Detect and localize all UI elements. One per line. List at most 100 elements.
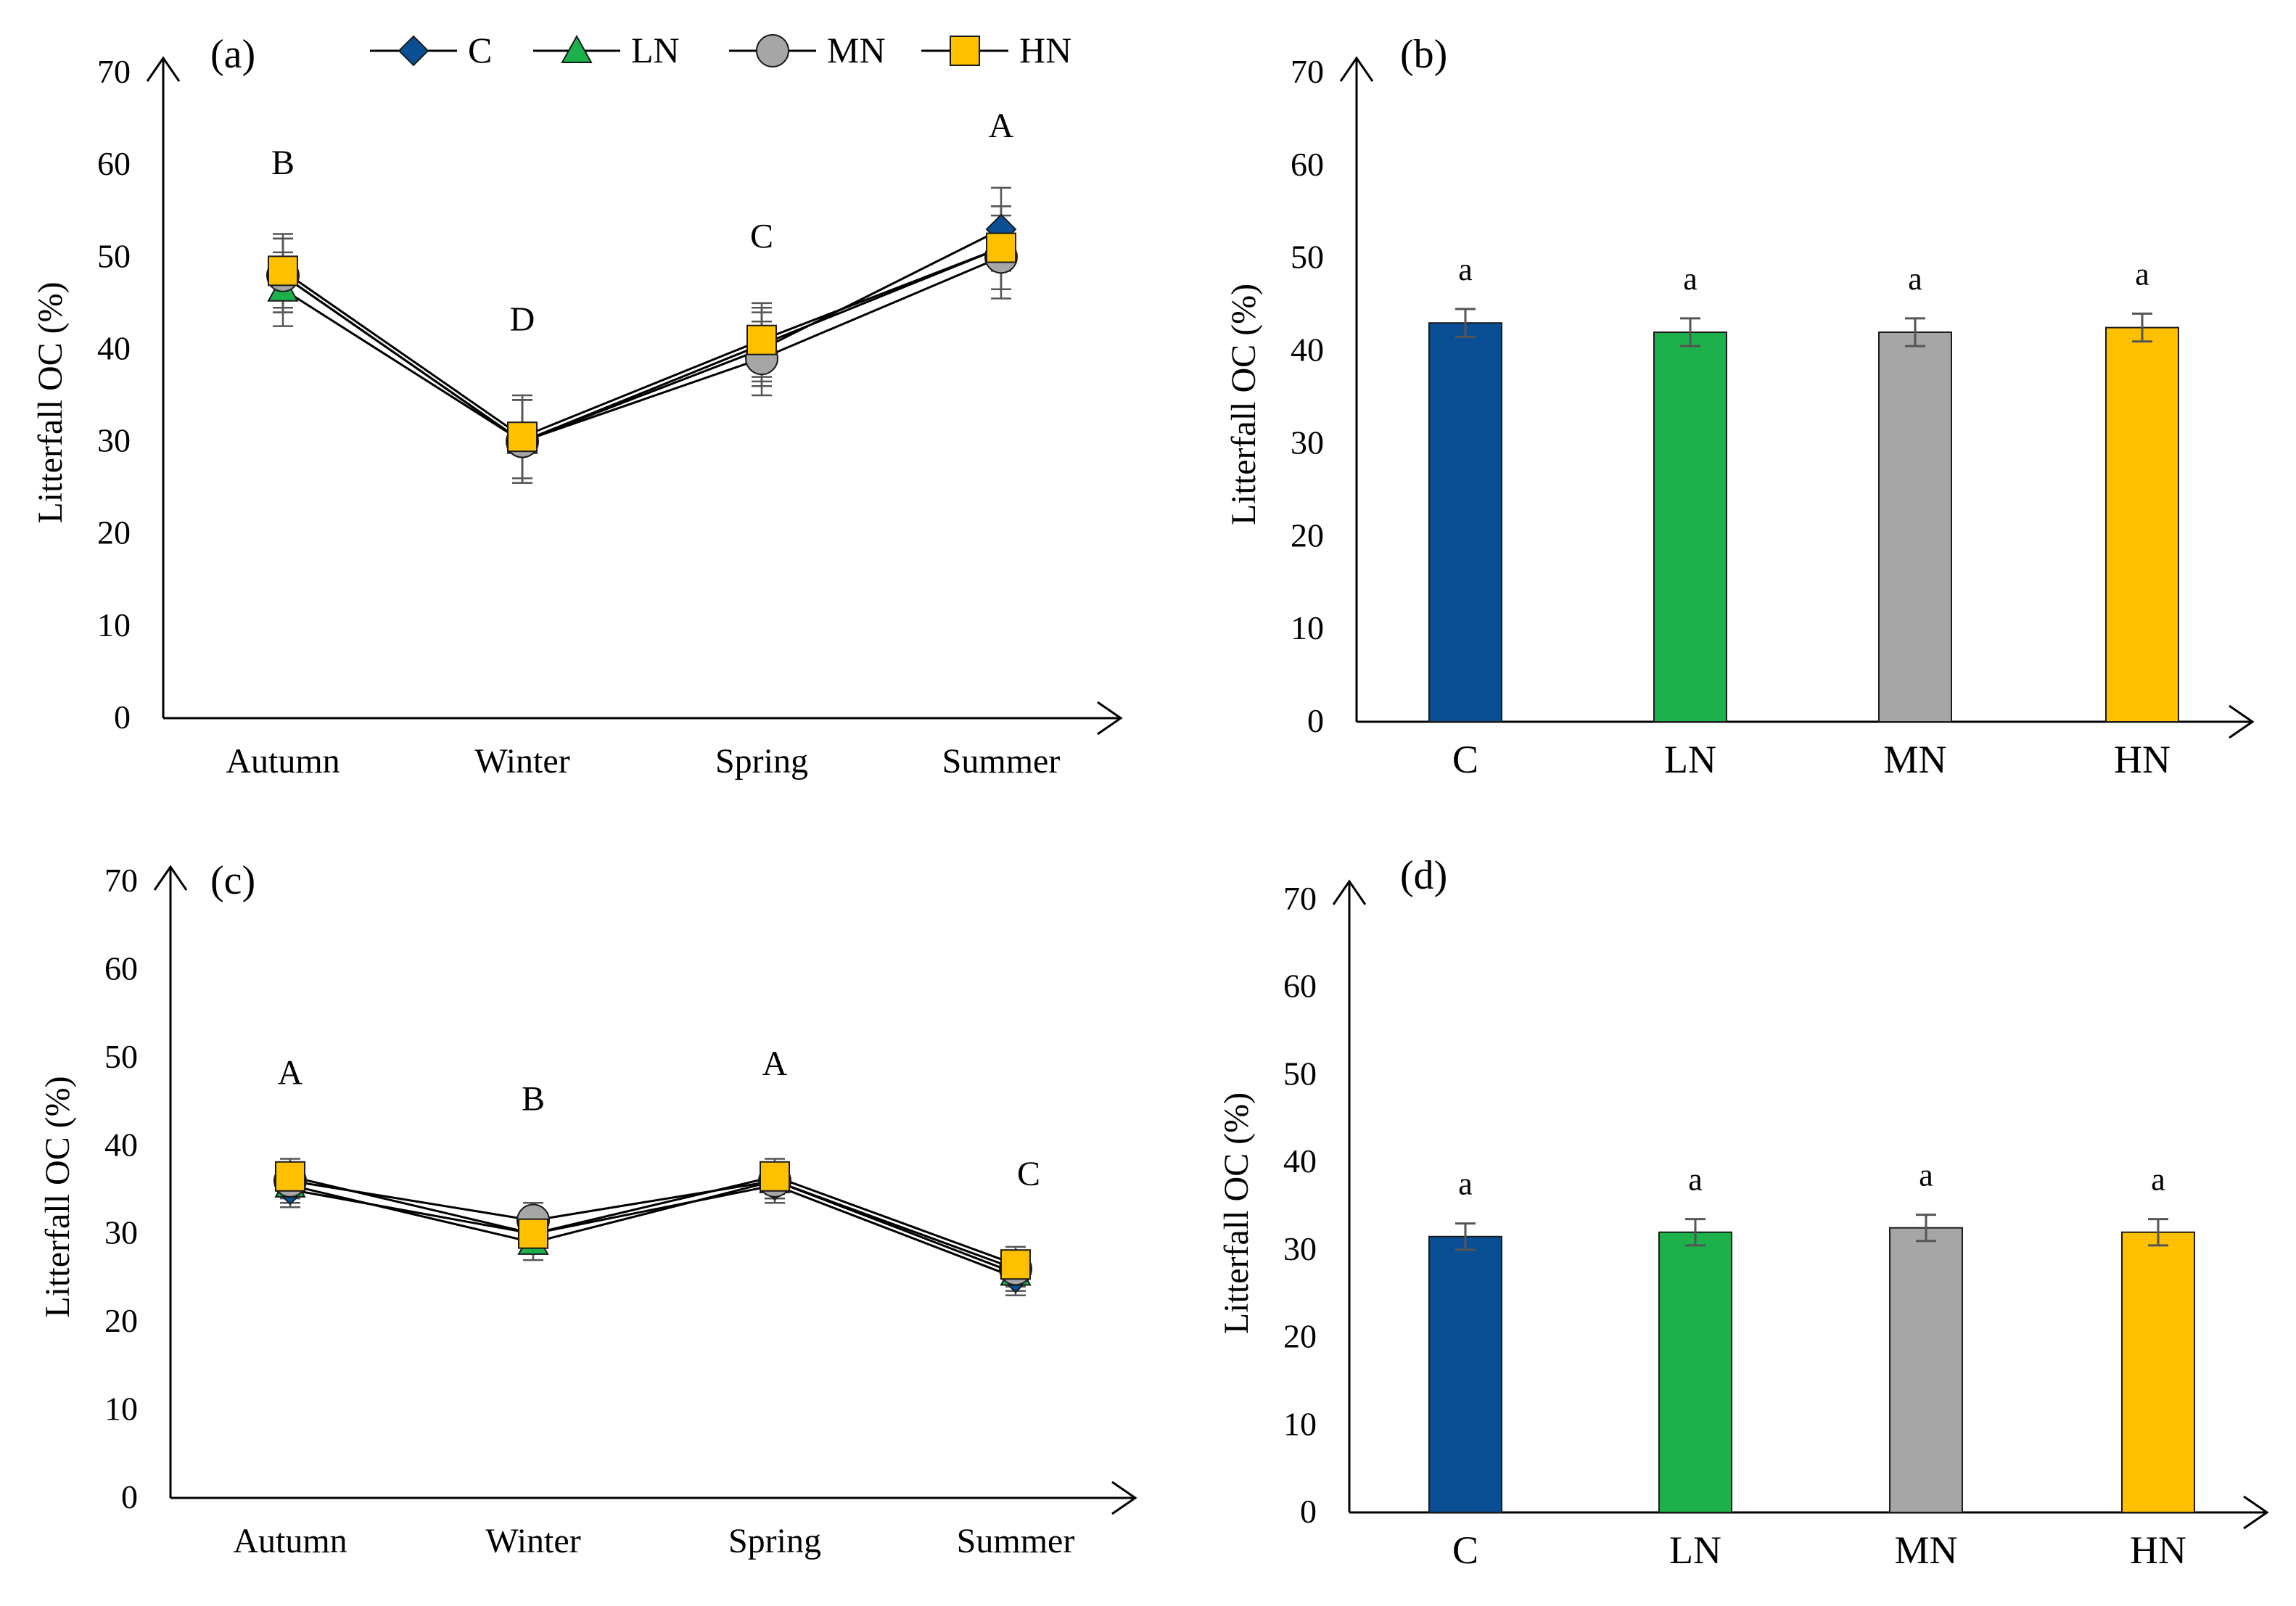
- series-line-LN: [282, 247, 1002, 443]
- x-tick-label: Summer: [957, 1522, 1075, 1560]
- data-point-HN: [518, 1218, 548, 1249]
- y-tick-label: 10: [104, 1391, 138, 1428]
- y-tick-label: 60: [1283, 968, 1317, 1005]
- y-tick-label: 20: [97, 514, 131, 551]
- y-tick-label: 30: [1291, 424, 1324, 461]
- y-tick-label: 70: [97, 53, 131, 90]
- x-tick-label: MN: [1883, 738, 1946, 781]
- panel-b: 0 10 20 30 40 50 60 70 Litterfall OC (%) (b) C LN MN…: [1225, 32, 2255, 781]
- y-tick-label: 60: [1291, 146, 1324, 183]
- x-tick-label: Autumn: [233, 1522, 347, 1560]
- y-tick-label: 10: [1291, 609, 1324, 646]
- legend-label: LN: [631, 30, 680, 70]
- series-line-HN: [282, 247, 1002, 438]
- series-line-HN: [289, 1175, 1016, 1266]
- data-point-HN: [986, 232, 1016, 263]
- y-axis-arrow: [1339, 56, 1374, 82]
- y-axis-arrow: [1332, 879, 1367, 905]
- significance-letter: A: [762, 1045, 788, 1083]
- series-line-C: [282, 228, 1002, 443]
- panel-d: 0 10 20 30 40 50 60 70 Litterfall OC (%) (d) C LN MN…: [1217, 853, 2269, 1572]
- y-tick-label: 0: [121, 1478, 138, 1515]
- x-tick-label: LN: [1664, 738, 1716, 781]
- y-tick-label: 10: [1283, 1405, 1317, 1442]
- y-tick-label: 0: [1307, 702, 1324, 739]
- y-tick-label: 0: [1300, 1493, 1317, 1530]
- y-tick-label: 50: [104, 1038, 138, 1075]
- x-tick-label: Autumn: [226, 742, 340, 781]
- legend-marker-MN: [756, 34, 789, 67]
- significance-letter: C: [750, 218, 773, 256]
- y-tick-label: 50: [97, 237, 131, 274]
- significance-letter: a: [1908, 261, 1922, 297]
- series-line-MN: [282, 255, 1002, 443]
- significance-letter: a: [2151, 1162, 2165, 1198]
- bar-HN: [2105, 326, 2179, 723]
- bar-C: [1428, 1235, 1502, 1513]
- data-point-HN: [268, 255, 298, 287]
- y-tick-label: 40: [1291, 332, 1324, 368]
- significance-letter: B: [271, 144, 295, 182]
- significance-letter: a: [1919, 1158, 1933, 1193]
- significance-letter: C: [1017, 1155, 1040, 1193]
- significance-letter: a: [2135, 256, 2149, 292]
- y-axis-arrow: [146, 56, 181, 82]
- panel-c: 0 10 20 30 40 50 60 70 Litterfall OC (%) (c) Autum…: [38, 858, 1137, 1560]
- data-point-HN: [746, 324, 777, 355]
- y-axis-title: Litterfall OC (%): [31, 281, 70, 523]
- y-tick-label: 20: [1291, 516, 1324, 553]
- x-axis-arrow: [2243, 1495, 2269, 1530]
- x-tick-label: Spring: [715, 742, 808, 781]
- x-tick-label: Summer: [942, 742, 1061, 781]
- x-axis-arrow: [1097, 701, 1123, 736]
- legend-label: C: [468, 30, 492, 70]
- bar-LN: [1653, 332, 1727, 722]
- bar-C: [1428, 322, 1502, 722]
- y-axis-title: Litterfall OC (%): [38, 1076, 77, 1317]
- x-tick-label: C: [1452, 1528, 1478, 1572]
- legend-marker-LN: [561, 34, 593, 63]
- x-tick-label: Winter: [474, 742, 569, 781]
- legend: C LN MN HN: [370, 30, 1071, 70]
- legend-marker-C: [398, 35, 429, 67]
- y-tick-label: 30: [104, 1214, 138, 1251]
- y-axis-title: Litterfall OC (%): [1217, 1092, 1256, 1334]
- y-tick-label: 0: [114, 699, 131, 736]
- data-point-HN: [507, 421, 538, 453]
- bar-MN: [1889, 1227, 1963, 1514]
- bar-LN: [1658, 1231, 1732, 1513]
- y-tick-label: 60: [104, 950, 138, 987]
- data-point-HN: [760, 1161, 790, 1192]
- significance-letter: A: [278, 1053, 303, 1092]
- x-tick-label: Spring: [728, 1522, 821, 1560]
- x-axis-arrow: [1111, 1481, 1137, 1515]
- y-tick-label: 40: [97, 329, 131, 366]
- x-tick-label: Winter: [485, 1522, 580, 1560]
- series-line-LN: [289, 1179, 1016, 1274]
- x-tick-label: C: [1452, 738, 1478, 781]
- bar-MN: [1878, 332, 1952, 722]
- significance-letter: D: [510, 300, 535, 339]
- data-point-HN: [275, 1161, 305, 1192]
- x-tick-label: HN: [2130, 1528, 2186, 1572]
- significance-letter: a: [1458, 252, 1473, 287]
- x-tick-label: HN: [2114, 738, 2170, 781]
- series-line-C: [289, 1184, 1016, 1279]
- significance-letter: B: [522, 1080, 545, 1119]
- panel-label: (c): [210, 858, 255, 903]
- significance-letter: a: [1688, 1162, 1703, 1198]
- y-tick-label: 30: [97, 422, 131, 459]
- y-tick-label: 50: [1283, 1055, 1317, 1092]
- significance-letter: a: [1458, 1166, 1473, 1202]
- y-axis-title: Litterfall OC (%): [1225, 284, 1263, 525]
- y-tick-label: 60: [97, 145, 131, 182]
- x-tick-label: LN: [1669, 1528, 1721, 1572]
- panel-label: (d): [1400, 853, 1447, 898]
- legend-marker-HN: [950, 36, 980, 66]
- y-tick-label: 30: [1283, 1230, 1317, 1267]
- y-tick-label: 50: [1291, 239, 1324, 276]
- panel-label: (b): [1400, 32, 1447, 77]
- y-tick-label: 70: [1283, 880, 1317, 917]
- legend-label: MN: [827, 30, 886, 70]
- data-point-HN: [1000, 1249, 1031, 1280]
